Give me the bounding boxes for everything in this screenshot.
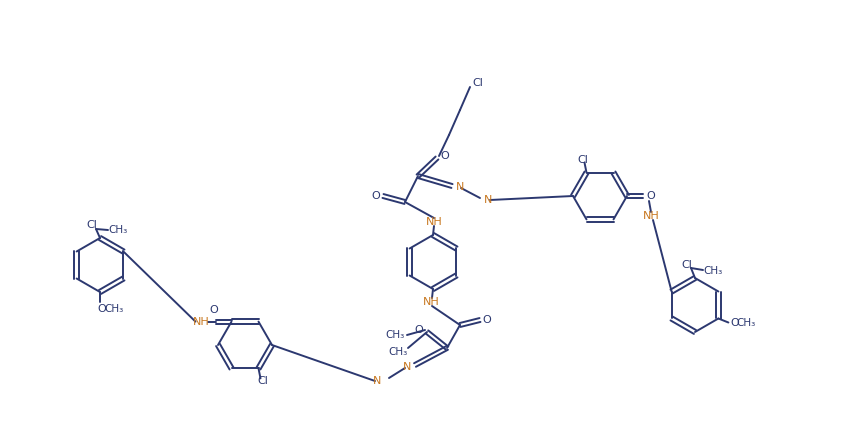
Text: Cl: Cl [681,260,692,270]
Text: N: N [484,195,493,205]
Text: O: O [730,319,738,328]
Text: NH: NH [193,317,210,327]
Text: O: O [209,305,218,315]
Text: O: O [482,315,492,325]
Text: O: O [647,191,655,201]
Text: N: N [373,376,381,386]
Text: O: O [414,325,424,335]
Text: Cl: Cl [87,220,98,230]
Text: Cl: Cl [577,155,588,165]
Text: N: N [456,182,464,192]
Text: O: O [440,151,450,161]
Text: Cl: Cl [257,376,268,386]
Text: CH₃: CH₃ [737,317,756,327]
Text: NH: NH [425,217,442,227]
Text: NH: NH [642,211,659,221]
Text: Cl: Cl [472,78,483,88]
Text: CH₃: CH₃ [703,266,722,276]
Text: CH₃: CH₃ [386,330,405,340]
Text: NH: NH [423,297,440,307]
Text: O: O [371,191,381,201]
Text: O: O [98,304,106,314]
Text: CH₃: CH₃ [109,225,128,235]
Text: CH₃: CH₃ [388,347,408,357]
Text: CH₃: CH₃ [104,304,124,314]
Text: N: N [402,362,411,372]
